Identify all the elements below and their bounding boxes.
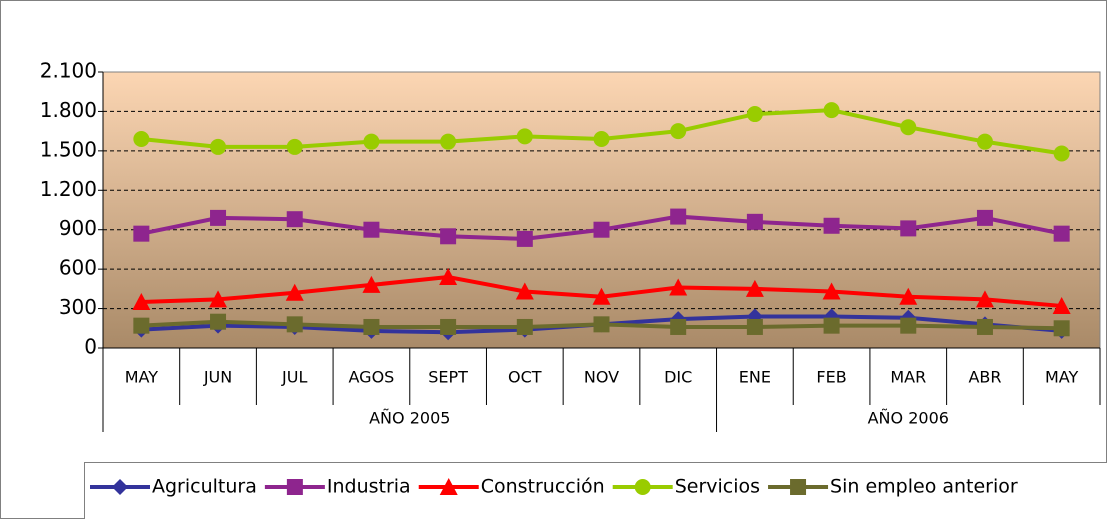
marker	[592, 287, 611, 305]
marker	[363, 221, 380, 238]
marker	[823, 317, 840, 334]
marker	[440, 228, 457, 245]
x-tick-label: ABR	[968, 368, 1001, 387]
marker	[1053, 320, 1070, 337]
marker	[900, 220, 917, 237]
marker	[593, 316, 610, 333]
marker	[746, 213, 763, 230]
marker	[823, 217, 840, 234]
marker	[440, 133, 457, 150]
marker	[516, 318, 533, 335]
marker	[745, 279, 764, 297]
marker	[593, 221, 610, 238]
marker	[1053, 145, 1070, 162]
x-tick-label: MAY	[1045, 368, 1079, 387]
marker	[669, 278, 688, 296]
legend-label: Construcción	[481, 476, 605, 498]
marker	[362, 275, 381, 293]
plot-area	[102, 71, 1101, 349]
marker	[516, 230, 533, 247]
x-tick-label: NOV	[584, 368, 619, 387]
y-tick-label: 900	[59, 216, 97, 240]
marker	[823, 102, 840, 119]
marker	[363, 318, 380, 335]
legend-box	[84, 462, 1107, 519]
legend-label: Agricultura	[152, 476, 257, 498]
marker	[900, 317, 917, 334]
x-tick-label: OCT	[508, 368, 542, 387]
legend-label: Servicios	[675, 476, 760, 498]
marker	[285, 283, 304, 301]
marker	[210, 138, 227, 155]
marker	[746, 106, 763, 123]
marker	[746, 318, 763, 335]
x-tick-label: DIC	[664, 368, 692, 387]
marker	[133, 131, 150, 148]
y-tick-label: 1.200	[40, 177, 97, 201]
marker	[670, 318, 687, 335]
x-tick-label: JUN	[203, 368, 232, 387]
x-tick-label: MAY	[125, 368, 159, 387]
marker	[670, 208, 687, 225]
x-tick-label: ENE	[739, 368, 771, 387]
marker	[133, 317, 150, 334]
marker	[210, 313, 227, 330]
x-tick-label: MAR	[890, 368, 926, 387]
x-tick-label: SEPT	[428, 368, 468, 387]
marker	[976, 318, 993, 335]
marker	[900, 119, 917, 136]
y-tick-label: 2.100	[40, 59, 97, 83]
y-tick-label: 0	[84, 335, 97, 359]
marker	[439, 478, 458, 495]
marker	[440, 318, 457, 335]
marker	[286, 316, 303, 333]
marker	[210, 209, 227, 226]
marker	[593, 131, 610, 148]
marker	[132, 293, 151, 310]
marker	[899, 287, 918, 305]
marker	[209, 290, 228, 308]
marker	[133, 225, 150, 242]
marker	[515, 282, 534, 300]
marker	[975, 290, 994, 308]
marker	[439, 268, 458, 286]
marker	[1053, 225, 1070, 242]
marker	[822, 282, 841, 300]
legend-label: Industria	[327, 476, 411, 498]
marker	[516, 128, 533, 145]
marker	[286, 138, 303, 155]
y-tick-label: 300	[59, 295, 97, 319]
group-label: AÑO 2006	[868, 409, 949, 428]
marker	[112, 479, 128, 495]
group-label: AÑO 2005	[369, 409, 450, 428]
marker	[790, 479, 807, 495]
marker	[670, 123, 687, 140]
legend-label: Sin empleo anterior	[830, 476, 1018, 498]
marker	[1052, 296, 1071, 314]
marker	[976, 209, 993, 226]
marker	[286, 479, 303, 495]
marker	[286, 211, 303, 228]
y-tick-label: 1.500	[40, 137, 97, 161]
x-tick-label: JUL	[281, 368, 307, 387]
y-tick-label: 600	[59, 256, 97, 280]
x-tick-label: AGOS	[349, 368, 395, 387]
marker	[363, 133, 380, 150]
y-tick-label: 1.800	[40, 98, 97, 122]
marker	[976, 133, 993, 150]
marker	[634, 479, 651, 495]
x-tick-label: FEB	[816, 368, 846, 387]
